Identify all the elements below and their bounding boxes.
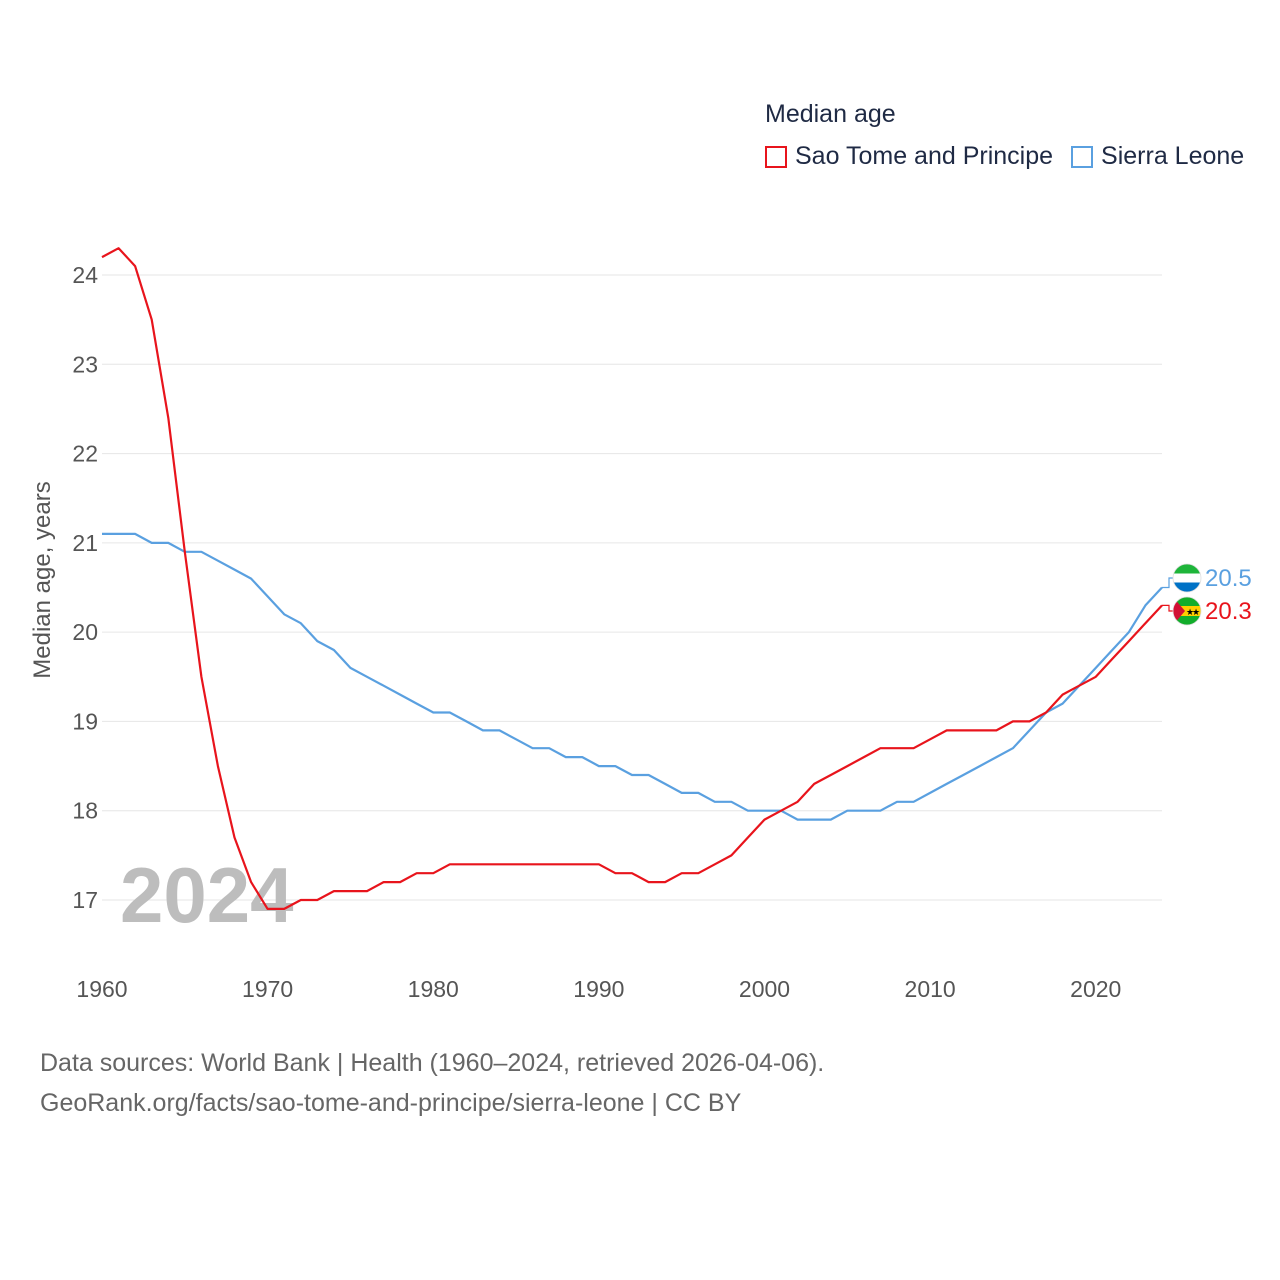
end-label-sierra-leone: 20.5 [1205, 565, 1252, 592]
y-axis-title: Median age, years [29, 481, 56, 678]
legend-item-sierra-leone[interactable]: Sierra Leone [1071, 142, 1244, 171]
source-line-2: GeoRank.org/facts/sao-tome-and-principe/… [40, 1089, 742, 1117]
legend: Sao Tome and Principe Sierra Leone [765, 142, 1262, 171]
y-tick-17: 17 [72, 887, 98, 913]
end-label-sao-tome: 20.3 [1205, 598, 1252, 625]
x-tick-2020: 2020 [1070, 976, 1121, 1002]
connector-sierra-leone [1162, 577, 1173, 589]
y-tick-24: 24 [72, 262, 98, 288]
legend-swatch-sierra-leone [1071, 145, 1094, 168]
svg-text:★: ★ [1192, 607, 1200, 617]
y-tick-23: 23 [72, 351, 98, 377]
series-lines [101, 247, 1163, 910]
x-tick-1960: 1960 [76, 976, 127, 1002]
x-tick-2010: 2010 [905, 976, 956, 1002]
y-tick-20: 20 [72, 619, 98, 645]
y-tick-18: 18 [72, 798, 98, 824]
y-tick-21: 21 [72, 530, 98, 556]
legend-label-sao-tome: Sao Tome and Principe [795, 142, 1054, 170]
connector-sao-tome [1162, 604, 1173, 612]
legend-title: Median age [765, 100, 896, 128]
line-chart: 17 18 19 20 21 22 23 24 1960 1970 1980 1990 2000 201… [29, 247, 1252, 1002]
x-tick-1990: 1990 [573, 976, 624, 1002]
y-tick-22: 22 [72, 441, 98, 467]
end-markers: ★★ 20.320.5 [1162, 563, 1252, 626]
sierra-leone-flag-icon [1173, 564, 1201, 592]
legend-label-sierra-leone: Sierra Leone [1101, 142, 1245, 170]
source-line-1: Data sources: World Bank | Health (1960–… [40, 1049, 825, 1077]
y-axis-ticks: 17 18 19 20 21 22 23 24 [72, 262, 98, 913]
series-line-sao-tome [101, 247, 1163, 910]
x-axis-ticks: 1960 1970 1980 1990 2000 2010 2020 [76, 976, 1121, 1002]
y-tick-19: 19 [72, 708, 98, 734]
legend-swatch-sao-tome [765, 145, 787, 168]
data-source: Data sources: World Bank | Health (1960–… [40, 1043, 824, 1123]
year-watermark: 2024 [120, 851, 294, 939]
gridlines [102, 274, 1162, 901]
x-tick-2000: 2000 [739, 976, 790, 1002]
x-tick-1970: 1970 [242, 976, 293, 1002]
sao-tome-and-principe-flag-icon: ★★ [1173, 597, 1201, 625]
series-line-sierra-leone [102, 532, 1163, 821]
x-tick-1980: 1980 [408, 976, 459, 1002]
legend-item-sao-tome[interactable]: Sao Tome and Principe [765, 142, 1053, 171]
svg-text:★: ★ [1186, 607, 1194, 617]
